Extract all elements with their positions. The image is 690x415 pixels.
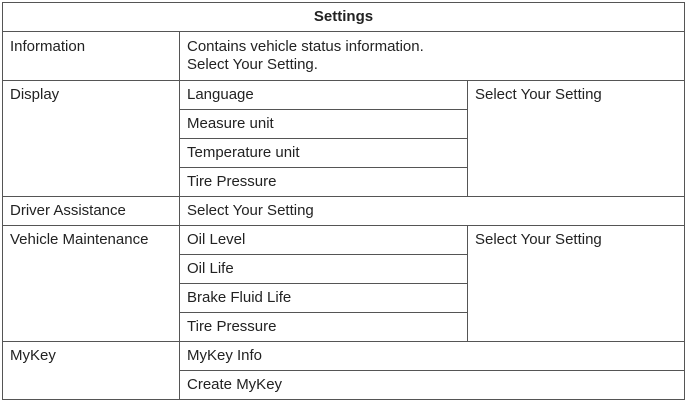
maintenance-item: Oil Level [179, 225, 468, 255]
row-label-vehicle-maintenance: Vehicle Maintenance [2, 225, 180, 342]
table-row: MyKey MyKey Info [2, 341, 685, 400]
table-row: Information Contains vehicle status info… [2, 31, 685, 81]
table-row: Vehicle Maintenance Oil Level Select You… [2, 225, 685, 342]
description-line: Select Your Setting. [187, 56, 318, 73]
table-title: Settings [2, 2, 685, 32]
description-line: Contains vehicle status information. [187, 38, 424, 55]
maintenance-item: Oil Life [179, 254, 468, 284]
information-description: Contains vehicle status information. Sel… [179, 31, 685, 81]
table-row: Driver Assistance Select Your Setting [2, 196, 685, 226]
table-row: Display Language Select Your Setting [2, 80, 685, 197]
row-label-information: Information [2, 31, 180, 81]
mykey-item: MyKey Info [179, 341, 685, 371]
maintenance-item: Tire Pressure [179, 312, 468, 342]
row-label-mykey: MyKey [2, 341, 180, 400]
display-item: Language [179, 80, 468, 110]
display-item: Tire Pressure [179, 167, 468, 197]
display-item: Temperature unit [179, 138, 468, 168]
row-label-display: Display [2, 80, 180, 197]
driver-assistance-action: Select Your Setting [179, 196, 685, 226]
maintenance-item: Brake Fluid Life [179, 283, 468, 313]
display-action: Select Your Setting [467, 80, 685, 197]
display-item: Measure unit [179, 109, 468, 139]
maintenance-action: Select Your Setting [467, 225, 685, 342]
mykey-item: Create MyKey [179, 370, 685, 400]
settings-table: Settings Information Contains vehicle st… [2, 2, 685, 400]
row-label-driver-assistance: Driver Assistance [2, 196, 180, 226]
